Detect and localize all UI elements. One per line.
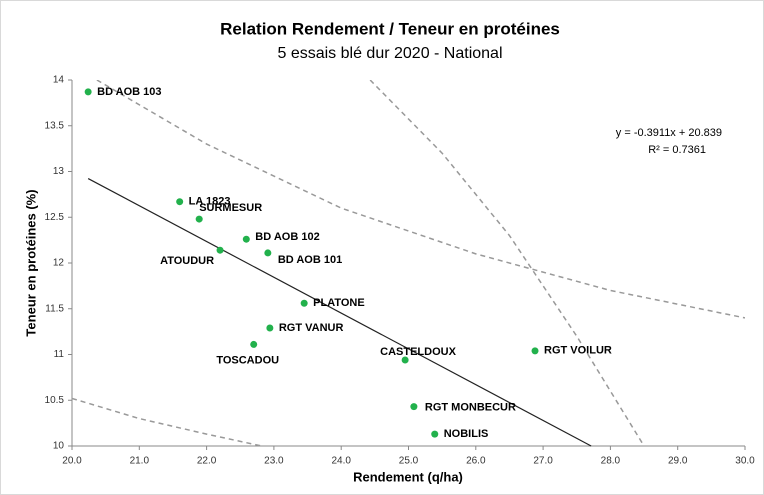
y-tick-label: 11.5 <box>45 303 64 314</box>
y-tick-label: 10.5 <box>45 395 65 406</box>
point-label: RGT MONBECUR <box>425 402 516 414</box>
point <box>242 235 250 243</box>
x-tick-label: 22.0 <box>197 456 217 467</box>
chart-subtitle: 5 essais blé dur 2020 - National <box>277 45 502 62</box>
trendline <box>87 178 592 447</box>
x-tick-label: 25.0 <box>399 456 419 467</box>
point <box>176 198 184 206</box>
point-label: NOBILIS <box>444 428 489 440</box>
y-tick-label: 12 <box>53 258 65 269</box>
point-label: BD AOB 102 <box>255 231 319 243</box>
x-tick-label: 23.0 <box>264 456 284 467</box>
point-label: BD AOB 101 <box>278 254 342 266</box>
point-label: BD AOB 103 <box>97 86 161 98</box>
x-tick-label: 29.0 <box>668 456 688 467</box>
point-label: ATOUDUR <box>160 255 214 267</box>
dashed-curve <box>96 80 745 319</box>
point-label: RGT VOILUR <box>544 345 612 357</box>
x-tick-label: 20.0 <box>62 456 82 467</box>
point <box>431 430 439 438</box>
chart-title: Relation Rendement / Teneur en protéines <box>220 19 560 38</box>
point <box>216 246 224 254</box>
point-label: LA 1823 <box>189 196 231 208</box>
point <box>410 403 418 411</box>
y-tick-label: 12.5 <box>45 212 65 223</box>
dashed-curve <box>369 80 645 446</box>
y-tick-label: 10 <box>53 441 65 452</box>
point <box>195 215 203 223</box>
point-label: CASTELDOUX <box>380 346 456 358</box>
point-label: RGT VANUR <box>279 322 344 334</box>
point <box>264 249 272 257</box>
point <box>300 299 308 307</box>
x-tick-label: 27.0 <box>533 456 553 467</box>
y-tick-label: 14 <box>53 75 65 86</box>
trend-equation: y = -0.3911x + 20.839 <box>616 127 722 139</box>
point-label: PLATONE <box>313 297 365 309</box>
trend-r2: R² = 0.7361 <box>648 144 706 156</box>
x-tick-label: 21.0 <box>130 456 150 467</box>
x-axis-label: Rendement (q/ha) <box>353 469 463 484</box>
point <box>531 347 539 355</box>
y-tick-label: 13 <box>53 166 65 177</box>
y-axis-label: Teneur en protéines (%) <box>23 189 38 336</box>
point <box>266 324 274 332</box>
x-tick-label: 24.0 <box>331 456 351 467</box>
point <box>84 88 92 96</box>
y-tick-label: 11 <box>54 349 65 360</box>
point-label: TOSCADOU <box>216 354 279 366</box>
point-label: SURMESUR <box>199 202 262 214</box>
clipped-lines <box>72 80 745 446</box>
x-tick-label: 28.0 <box>601 456 621 467</box>
point <box>250 340 258 348</box>
point <box>401 356 409 364</box>
x-tick-label: 26.0 <box>466 456 486 467</box>
y-tick-label: 13.5 <box>45 120 65 131</box>
x-tick-label: 30.0 <box>735 456 755 467</box>
